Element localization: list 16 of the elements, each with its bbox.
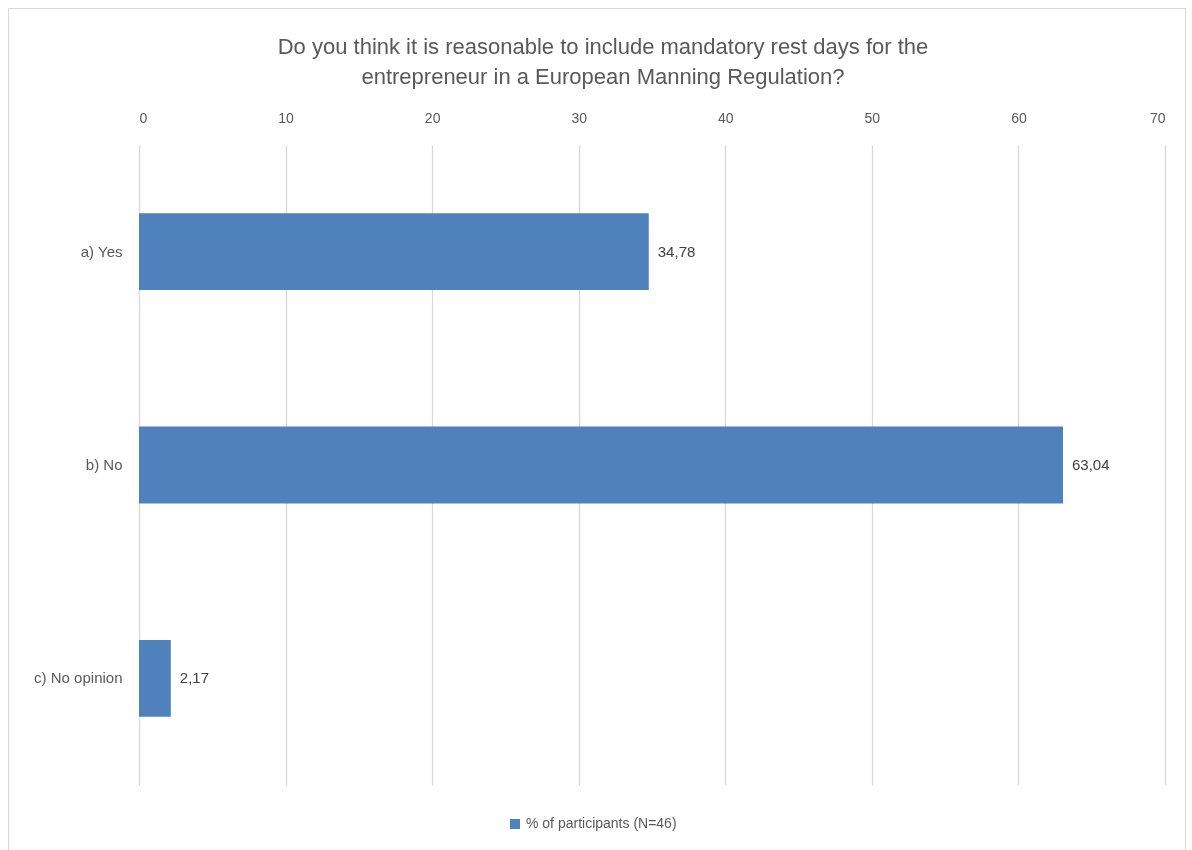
data-label: 2,17 (179, 669, 210, 687)
chart-title: Do you think it is reasonable to include mandatory rest days for the entrepreneur in a European Manning Regulation? (277, 34, 929, 89)
x-tick-label: 0 (139, 109, 148, 126)
y-tick-label: a) Yes (80, 242, 123, 260)
x-tick-label: 40 (718, 109, 734, 126)
x-tick-label: 70 (1149, 109, 1166, 126)
x-tick-label: 20 (424, 109, 441, 126)
legend-label: % of participants (N=46) (526, 815, 677, 831)
y-tick-label: c) No opinion (34, 669, 123, 687)
x-tick-label: 30 (571, 109, 588, 126)
data-label: 63,04 (1071, 456, 1110, 473)
data-label: 34,78 (657, 242, 696, 260)
x-tick-label: 60 (1011, 109, 1027, 126)
y-tick-label: b) No (85, 456, 123, 473)
x-tick-label: 50 (864, 109, 881, 126)
x-tick-label: 10 (278, 109, 295, 126)
